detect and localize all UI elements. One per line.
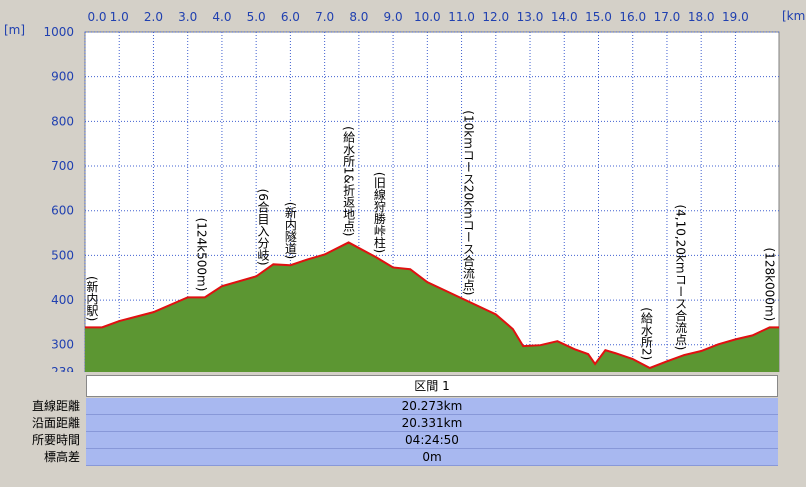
x-tick-label: 15.0	[585, 10, 612, 24]
x-tick-label: 10.0	[414, 10, 441, 24]
row-label: 直線距離	[31, 399, 80, 413]
x-tick-label: 13.0	[517, 10, 544, 24]
elevation-line	[85, 241, 779, 370]
x-tick-label: 1.0	[110, 10, 129, 24]
x-tick-label: 7.0	[315, 10, 334, 24]
x-tick-label: 18.0	[688, 10, 715, 24]
row-label: 標高差	[43, 450, 80, 464]
annotation: (給水所1&折返地点)	[342, 126, 356, 236]
annotation: (4,10,20kmコース合流点)	[674, 204, 688, 350]
row-value: 0m	[86, 449, 778, 466]
y-tick-label: 239	[51, 365, 74, 372]
y-tick-label: 300	[51, 338, 74, 352]
x-tick-label: 9.0	[384, 10, 403, 24]
table-row: 沿面距離 20.331km	[0, 415, 806, 432]
x-tick-label: 17.0	[654, 10, 681, 24]
table-row: 直線距離 20.273km	[0, 398, 806, 415]
x-tick-label: 5.0	[247, 10, 266, 24]
x-tick-label: 8.0	[349, 10, 368, 24]
x-unit: [km]	[782, 9, 806, 23]
annotation: (旧線狩勝峠柱)	[372, 172, 386, 253]
annotation: (124k500m)	[194, 218, 208, 292]
row-label: 沿面距離	[31, 416, 80, 430]
y-tick-label: 1000	[43, 25, 74, 39]
annotation: (6合目入分岐)	[256, 189, 270, 266]
y-tick-label: 700	[51, 159, 74, 173]
annotation: (新内隧道)	[283, 202, 297, 259]
annotation: (10kmコース20kmコース合流点)	[461, 110, 475, 295]
x-tick-label: 19.0	[722, 10, 749, 24]
x-tick-label: 2.0	[144, 10, 163, 24]
annotation: (新内駅)	[85, 276, 99, 321]
row-value: 20.331km	[86, 415, 778, 432]
row-label: 所要時間	[31, 433, 80, 447]
y-tick-label: 900	[51, 70, 74, 84]
x-tick-label: 3.0	[178, 10, 197, 24]
y-tick-label: 400	[51, 293, 74, 307]
table-row: 所要時間 04:24:50	[0, 432, 806, 449]
table-header: 区間 1	[86, 375, 778, 397]
chart: [m] [km] 239 300 400 500 600 700 800 900 1000 0.0…	[4, 9, 806, 372]
annotation: (給水所2)	[639, 307, 653, 360]
x-tick-label: 16.0	[619, 10, 646, 24]
row-value: 20.273km	[86, 398, 778, 415]
y-tick-label: 800	[51, 114, 74, 128]
y-tick-label: 600	[51, 204, 74, 218]
annotation: (128k000m)	[763, 248, 777, 322]
table-row: 標高差 0m	[0, 449, 806, 466]
table-header-row: 区間 1	[0, 375, 806, 397]
x-tick-label: 6.0	[281, 10, 300, 24]
x-tick-label: 14.0	[551, 10, 578, 24]
y-unit: [m]	[4, 23, 25, 37]
x-tick-label: 11.0	[448, 10, 475, 24]
x-tick-label: 12.0	[482, 10, 509, 24]
y-tick-label: 500	[51, 248, 74, 262]
x-tick-label: 4.0	[212, 10, 231, 24]
row-value: 04:24:50	[86, 432, 778, 449]
x-tick-label: 0.0	[87, 10, 106, 24]
